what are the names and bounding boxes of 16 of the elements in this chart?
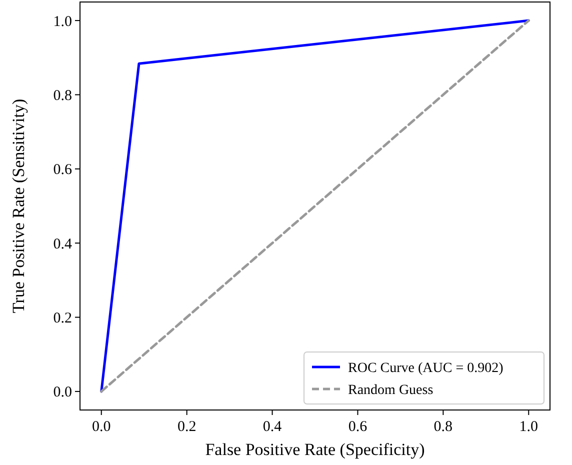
y-tick-label: 1.0 [53, 14, 72, 30]
y-tick-label: 0.6 [53, 162, 72, 178]
x-tick-label: 0.4 [262, 419, 282, 435]
y-tick-label: 0.2 [53, 310, 72, 327]
x-tick-label: 0.6 [348, 419, 368, 435]
y-tick-label: 0.4 [53, 236, 72, 252]
y-axis-title: True Positive Rate (Sensitivity) [9, 98, 28, 314]
x-tick-label: 0.8 [434, 419, 453, 435]
x-tick-label: 0.2 [177, 419, 196, 435]
x-tick-label: 1.0 [519, 419, 538, 435]
y-tick-label: 0.0 [53, 384, 72, 401]
y-tick-label: 0.8 [53, 88, 72, 104]
x-tick-label: 0.0 [92, 419, 111, 435]
legend-label: ROC Curve (AUC = 0.902) [348, 360, 504, 376]
legend-label: Random Guess [348, 382, 434, 398]
x-axis-title: False Positive Rate (Specificity) [205, 440, 425, 459]
